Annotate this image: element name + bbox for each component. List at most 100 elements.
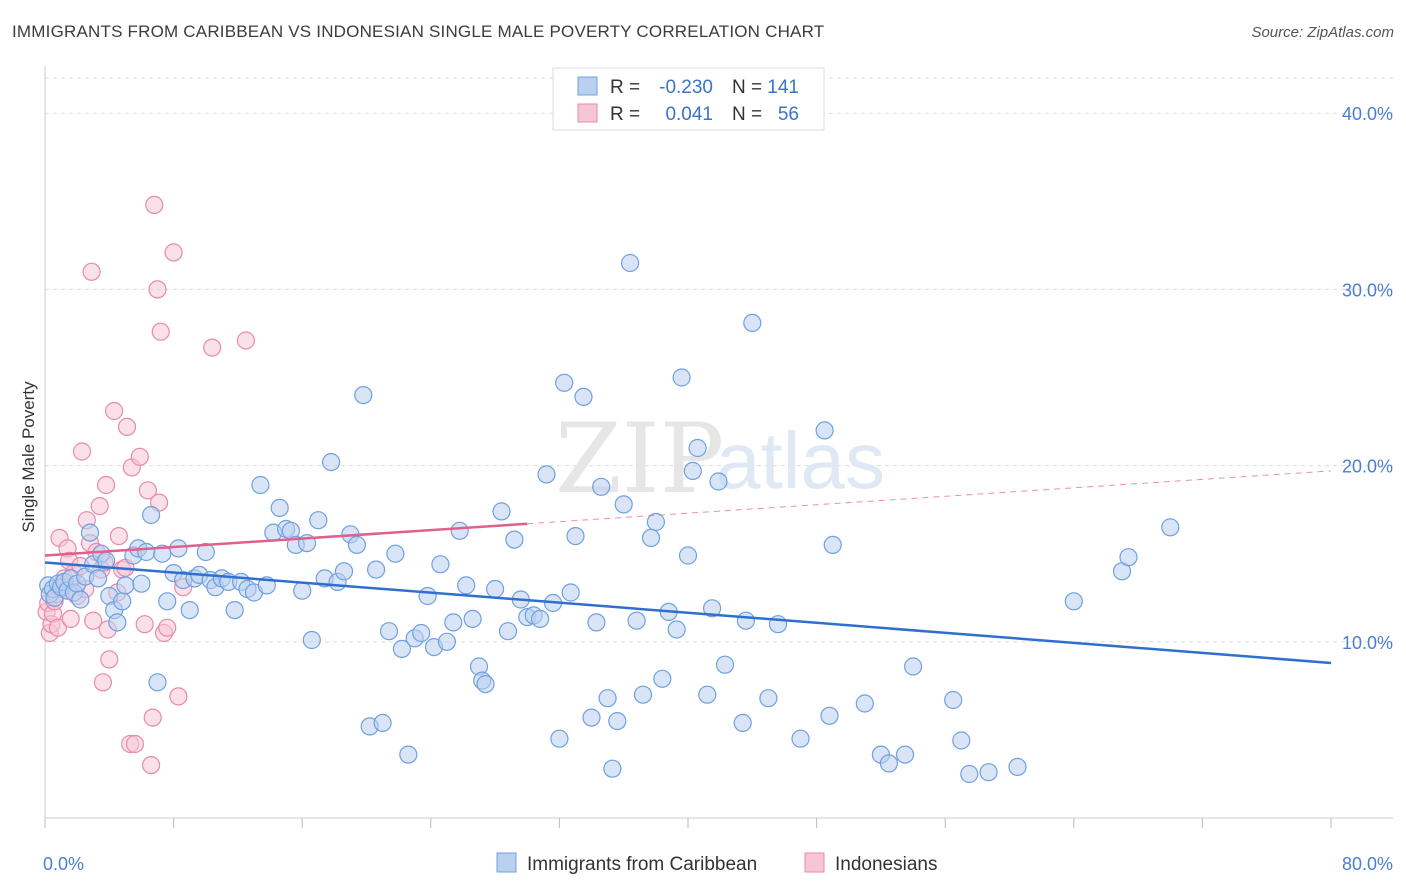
caribbean-point-25 — [132, 574, 151, 593]
caribbean-point-58 — [322, 453, 341, 472]
caribbean-point-96 — [561, 583, 580, 602]
caribbean-point-78 — [450, 521, 469, 540]
caribbean-point-67 — [379, 622, 399, 641]
caribbean-point-113 — [667, 620, 686, 639]
caribbean-point-37 — [196, 542, 215, 562]
caribbean-point-107 — [627, 611, 646, 630]
caribbean-point-100 — [587, 613, 606, 632]
y-tick-labels: 10.0% 20.0% 30.0% 40.0% — [1342, 104, 1393, 653]
caribbean-point-22 — [116, 576, 135, 595]
legend-n-value-2: 56 — [778, 104, 799, 125]
indonesians-point-46 — [148, 280, 167, 299]
y-tick-label-20: 20.0% — [1342, 457, 1393, 477]
caribbean-point-122 — [733, 713, 752, 733]
indonesians-points — [37, 195, 255, 775]
legend-label-indonesians: Indonesians — [835, 854, 937, 875]
caribbean-point-70 — [399, 745, 418, 764]
trend-lines — [44, 470, 1332, 665]
indonesians-point-28 — [96, 475, 116, 495]
caribbean-point-65 — [367, 560, 386, 579]
legend-n-label-1: N = — [732, 77, 762, 98]
x-tick-label-min: 0.0% — [43, 854, 84, 874]
indonesians-point-21 — [82, 262, 101, 281]
caribbean-point-138 — [960, 764, 979, 784]
caribbean-point-99 — [582, 708, 601, 727]
caribbean-point-97 — [566, 526, 585, 546]
caribbean-point-129 — [820, 706, 839, 725]
caribbean-point-141 — [1064, 592, 1083, 611]
caribbean-point-117 — [688, 438, 707, 458]
caribbean-point-143 — [1119, 548, 1138, 567]
caribbean-point-69 — [392, 639, 411, 659]
indonesians-point-26 — [93, 673, 113, 692]
caribbean-point-121 — [715, 655, 735, 674]
indonesians-point-33 — [109, 526, 129, 546]
caribbean-point-116 — [683, 461, 702, 480]
indonesians-point-50 — [158, 618, 177, 637]
indonesians-point-44 — [143, 708, 162, 727]
caribbean-point-13 — [80, 523, 100, 542]
x-tick-labels: 0.0% 80.0% — [43, 854, 1393, 874]
caribbean-point-32 — [169, 539, 188, 558]
stats-legend: R = -0.230 N = 141 R = 0.041 N = 56 — [552, 67, 825, 131]
indonesians-point-13 — [61, 609, 80, 629]
caribbean-point-28 — [148, 673, 167, 692]
caribbean-point-80 — [463, 609, 482, 629]
caribbean-point-62 — [347, 535, 366, 555]
caribbean-point-55 — [302, 630, 321, 650]
indonesians-point-43 — [142, 755, 161, 775]
indonesians-point-36 — [117, 417, 137, 436]
indonesians-point-17 — [72, 442, 92, 461]
series-legend: Immigrants from Caribbean Indonesians — [496, 852, 937, 875]
indonesians-trend-line — [44, 522, 528, 557]
watermark-zip: ZIP — [555, 403, 724, 515]
indonesians-point-45 — [145, 195, 164, 214]
legend-n-value-1: 141 — [767, 77, 799, 98]
caribbean-point-66 — [373, 713, 392, 733]
indonesians-point-30 — [100, 650, 119, 669]
watermark: ZIP atlas — [555, 403, 885, 515]
caribbean-point-87 — [505, 530, 524, 549]
caribbean-point-85 — [492, 502, 511, 521]
chart-title: IMMIGRANTS FROM CARIBBEAN VS INDONESIAN … — [12, 22, 825, 41]
gridlines — [45, 77, 1393, 643]
caribbean-point-26 — [137, 542, 156, 562]
caribbean-point-15 — [88, 569, 108, 588]
caribbean-point-86 — [498, 622, 518, 641]
legend-r-label-2: R = — [610, 104, 640, 125]
caribbean-point-75 — [431, 555, 450, 574]
caribbean-point-77 — [444, 613, 463, 632]
caribbean-point-110 — [646, 512, 666, 532]
caribbean-point-104 — [608, 711, 627, 731]
indonesians-point-40 — [130, 447, 149, 466]
indonesians-point-55 — [236, 331, 255, 350]
indonesians-trend-extension — [527, 470, 1332, 525]
caribbean-point-133 — [879, 754, 899, 773]
caribbean-point-119 — [702, 599, 722, 618]
caribbean-point-128 — [815, 421, 834, 440]
caribbean-point-114 — [672, 368, 691, 387]
caribbean-point-56 — [309, 511, 328, 530]
x-tick-label-max: 80.0% — [1342, 854, 1393, 874]
caribbean-point-137 — [952, 731, 971, 750]
caribbean-point-102 — [598, 689, 617, 708]
caribbean-point-60 — [334, 562, 354, 581]
caribbean-point-115 — [678, 546, 698, 565]
caribbean-trend-line — [44, 561, 1332, 665]
indonesians-point-31 — [104, 401, 124, 421]
caribbean-point-140 — [1008, 757, 1027, 777]
caribbean-point-29 — [153, 544, 172, 563]
y-tick-label-10: 10.0% — [1342, 633, 1393, 653]
caribbean-point-125 — [759, 689, 778, 708]
caribbean-point-63 — [354, 386, 373, 405]
indonesians-point-54 — [203, 338, 222, 357]
caribbean-point-120 — [709, 472, 728, 491]
legend-swatch-indonesians — [804, 852, 825, 873]
caribbean-point-92 — [537, 465, 556, 484]
caribbean-point-118 — [698, 685, 717, 704]
caribbean-point-91 — [530, 609, 550, 629]
caribbean-point-144 — [1161, 518, 1180, 537]
caribbean-point-20 — [108, 613, 127, 632]
indonesians-point-51 — [164, 243, 183, 262]
